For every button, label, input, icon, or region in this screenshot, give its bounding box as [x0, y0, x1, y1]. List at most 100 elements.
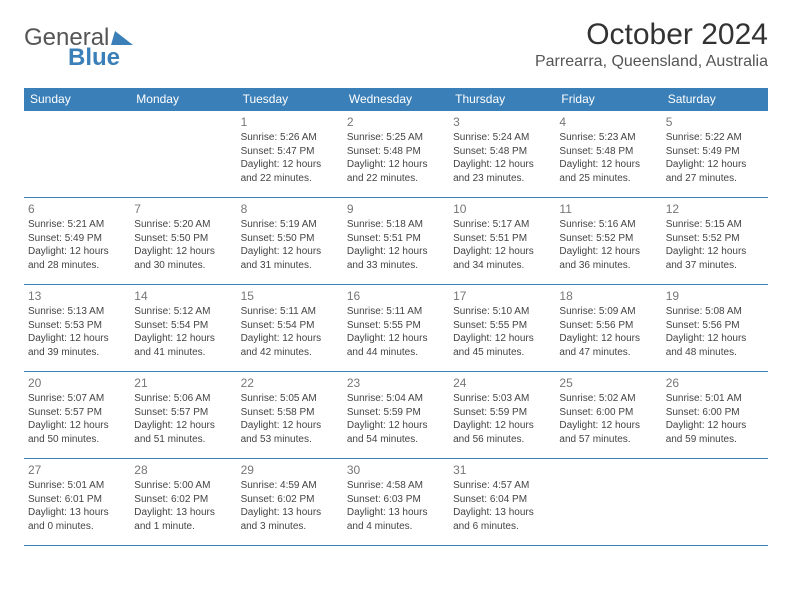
sunset-line: Sunset: 5:55 PM [347, 319, 445, 333]
sunrise-line: Sunrise: 5:01 AM [666, 392, 764, 406]
sunrise-line: Sunrise: 5:10 AM [453, 305, 551, 319]
sunrise-line: Sunrise: 5:23 AM [559, 131, 657, 145]
header-thursday: Thursday [449, 88, 555, 111]
sunrise-line: Sunrise: 5:11 AM [241, 305, 339, 319]
sunset-line: Sunset: 5:51 PM [347, 232, 445, 246]
daylight-line: Daylight: 12 hours and 30 minutes. [134, 245, 232, 272]
calendar-cell: 7Sunrise: 5:20 AMSunset: 5:50 PMDaylight… [130, 198, 236, 285]
sunrise-line: Sunrise: 5:05 AM [241, 392, 339, 406]
calendar-cell: 10Sunrise: 5:17 AMSunset: 5:51 PMDayligh… [449, 198, 555, 285]
sunrise-line: Sunrise: 5:22 AM [666, 131, 764, 145]
calendar-cell [24, 111, 130, 198]
day-number: 14 [134, 288, 232, 304]
day-number: 12 [666, 201, 764, 217]
day-number: 16 [347, 288, 445, 304]
location-subtitle: Parrearra, Queensland, Australia [535, 53, 768, 71]
day-number: 29 [241, 462, 339, 478]
daylight-line: Daylight: 12 hours and 28 minutes. [28, 245, 126, 272]
day-number: 24 [453, 375, 551, 391]
daylight-line: Daylight: 12 hours and 53 minutes. [241, 419, 339, 446]
calendar-cell: 8Sunrise: 5:19 AMSunset: 5:50 PMDaylight… [237, 198, 343, 285]
sunrise-line: Sunrise: 5:17 AM [453, 218, 551, 232]
sunrise-line: Sunrise: 5:02 AM [559, 392, 657, 406]
daylight-line: Daylight: 12 hours and 50 minutes. [28, 419, 126, 446]
day-number: 5 [666, 114, 764, 130]
calendar-cell: 29Sunrise: 4:59 AMSunset: 6:02 PMDayligh… [237, 459, 343, 546]
daylight-line: Daylight: 12 hours and 47 minutes. [559, 332, 657, 359]
month-title: October 2024 [535, 18, 768, 52]
day-number: 7 [134, 201, 232, 217]
calendar-cell: 15Sunrise: 5:11 AMSunset: 5:54 PMDayligh… [237, 285, 343, 372]
sunset-line: Sunset: 5:58 PM [241, 406, 339, 420]
calendar-body: 1Sunrise: 5:26 AMSunset: 5:47 PMDaylight… [24, 111, 768, 546]
calendar-cell [662, 459, 768, 546]
calendar-cell: 17Sunrise: 5:10 AMSunset: 5:55 PMDayligh… [449, 285, 555, 372]
sunrise-line: Sunrise: 5:25 AM [347, 131, 445, 145]
day-number: 3 [453, 114, 551, 130]
sunset-line: Sunset: 5:56 PM [666, 319, 764, 333]
sunrise-line: Sunrise: 5:21 AM [28, 218, 126, 232]
sunset-line: Sunset: 6:01 PM [28, 493, 126, 507]
daylight-line: Daylight: 13 hours and 3 minutes. [241, 506, 339, 533]
day-number: 22 [241, 375, 339, 391]
calendar-cell: 2Sunrise: 5:25 AMSunset: 5:48 PMDaylight… [343, 111, 449, 198]
calendar-cell: 21Sunrise: 5:06 AMSunset: 5:57 PMDayligh… [130, 372, 236, 459]
day-number: 15 [241, 288, 339, 304]
day-number: 4 [559, 114, 657, 130]
sunset-line: Sunset: 5:59 PM [347, 406, 445, 420]
sunrise-line: Sunrise: 5:07 AM [28, 392, 126, 406]
calendar-cell: 30Sunrise: 4:58 AMSunset: 6:03 PMDayligh… [343, 459, 449, 546]
daylight-line: Daylight: 12 hours and 57 minutes. [559, 419, 657, 446]
day-number: 1 [241, 114, 339, 130]
calendar-week-row: 13Sunrise: 5:13 AMSunset: 5:53 PMDayligh… [24, 285, 768, 372]
calendar-week-row: 1Sunrise: 5:26 AMSunset: 5:47 PMDaylight… [24, 111, 768, 198]
sunrise-line: Sunrise: 5:06 AM [134, 392, 232, 406]
brand-logo: GeneralBlue [24, 18, 133, 80]
day-number: 28 [134, 462, 232, 478]
sunset-line: Sunset: 5:51 PM [453, 232, 551, 246]
calendar-cell: 1Sunrise: 5:26 AMSunset: 5:47 PMDaylight… [237, 111, 343, 198]
sunset-line: Sunset: 5:53 PM [28, 319, 126, 333]
day-number: 6 [28, 201, 126, 217]
sunrise-line: Sunrise: 5:00 AM [134, 479, 232, 493]
title-block: October 2024 Parrearra, Queensland, Aust… [535, 18, 768, 71]
daylight-line: Daylight: 12 hours and 37 minutes. [666, 245, 764, 272]
daylight-line: Daylight: 12 hours and 36 minutes. [559, 245, 657, 272]
calendar-cell: 26Sunrise: 5:01 AMSunset: 6:00 PMDayligh… [662, 372, 768, 459]
daylight-line: Daylight: 12 hours and 39 minutes. [28, 332, 126, 359]
sunset-line: Sunset: 5:55 PM [453, 319, 551, 333]
day-number: 9 [347, 201, 445, 217]
calendar-cell: 12Sunrise: 5:15 AMSunset: 5:52 PMDayligh… [662, 198, 768, 285]
calendar-week-row: 20Sunrise: 5:07 AMSunset: 5:57 PMDayligh… [24, 372, 768, 459]
daylight-line: Daylight: 12 hours and 22 minutes. [347, 158, 445, 185]
day-number: 10 [453, 201, 551, 217]
daylight-line: Daylight: 12 hours and 59 minutes. [666, 419, 764, 446]
sunset-line: Sunset: 5:49 PM [28, 232, 126, 246]
daylight-line: Daylight: 12 hours and 23 minutes. [453, 158, 551, 185]
daylight-line: Daylight: 13 hours and 0 minutes. [28, 506, 126, 533]
sunset-line: Sunset: 5:48 PM [559, 145, 657, 159]
header-wednesday: Wednesday [343, 88, 449, 111]
sunset-line: Sunset: 5:47 PM [241, 145, 339, 159]
daylight-line: Daylight: 12 hours and 54 minutes. [347, 419, 445, 446]
sunrise-line: Sunrise: 5:16 AM [559, 218, 657, 232]
sunset-line: Sunset: 5:59 PM [453, 406, 551, 420]
day-number: 23 [347, 375, 445, 391]
day-number: 18 [559, 288, 657, 304]
calendar-header-row: Sunday Monday Tuesday Wednesday Thursday… [24, 88, 768, 111]
daylight-line: Daylight: 12 hours and 41 minutes. [134, 332, 232, 359]
day-number: 2 [347, 114, 445, 130]
calendar-cell: 28Sunrise: 5:00 AMSunset: 6:02 PMDayligh… [130, 459, 236, 546]
sunrise-line: Sunrise: 4:59 AM [241, 479, 339, 493]
calendar-cell: 18Sunrise: 5:09 AMSunset: 5:56 PMDayligh… [555, 285, 661, 372]
sunset-line: Sunset: 5:52 PM [559, 232, 657, 246]
calendar-cell: 11Sunrise: 5:16 AMSunset: 5:52 PMDayligh… [555, 198, 661, 285]
day-number: 13 [28, 288, 126, 304]
calendar-cell [130, 111, 236, 198]
daylight-line: Daylight: 12 hours and 27 minutes. [666, 158, 764, 185]
brand-name-part2: Blue [68, 44, 120, 71]
day-number: 21 [134, 375, 232, 391]
calendar-cell: 27Sunrise: 5:01 AMSunset: 6:01 PMDayligh… [24, 459, 130, 546]
sunset-line: Sunset: 6:04 PM [453, 493, 551, 507]
header: GeneralBlue October 2024 Parrearra, Quee… [24, 18, 768, 80]
